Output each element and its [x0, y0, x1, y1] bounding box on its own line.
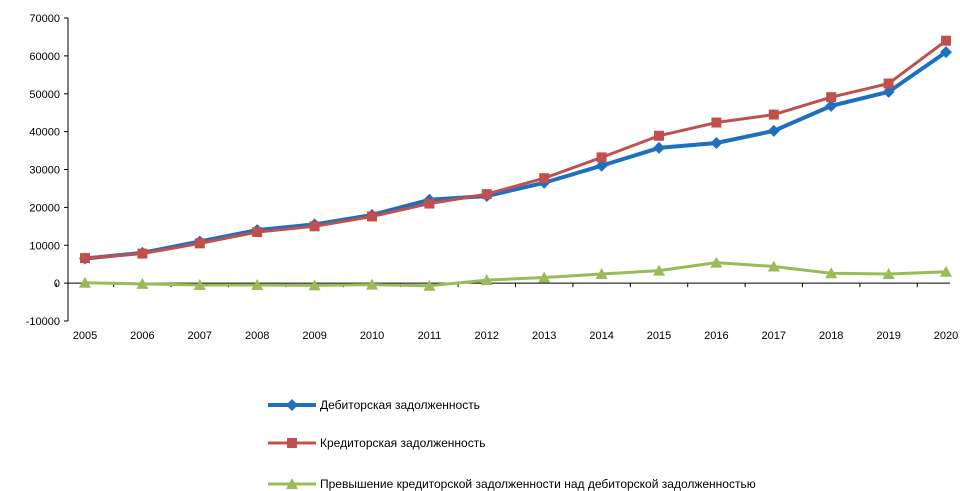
data-point	[940, 46, 952, 59]
series-line	[84, 39, 947, 260]
data-point	[710, 136, 723, 149]
data-point	[826, 92, 837, 103]
data-point	[825, 99, 838, 112]
data-point	[538, 271, 551, 283]
data-point	[539, 173, 550, 184]
legend-label: Превышение кредиторской задолженности на…	[320, 477, 756, 491]
axes	[55, 17, 950, 322]
data-point	[653, 264, 665, 276]
data-point	[480, 274, 493, 286]
data-point	[710, 256, 723, 268]
series-layer	[79, 35, 952, 291]
data-point	[80, 253, 90, 264]
series-line	[84, 261, 947, 288]
legend-label: Дебиторская задолженность	[320, 398, 480, 412]
legend-marker	[286, 478, 298, 489]
x-tick-label: 2010	[360, 330, 384, 342]
data-point	[595, 268, 608, 280]
data-point	[481, 189, 492, 200]
data-point	[941, 35, 951, 46]
x-tick-label: 2017	[762, 330, 786, 342]
data-point	[423, 279, 436, 291]
data-point	[308, 279, 321, 291]
x-tick-label: 2006	[130, 330, 154, 342]
data-point	[309, 221, 320, 232]
y-tick-label: 50000	[29, 89, 60, 101]
data-point	[136, 277, 149, 289]
data-point	[366, 278, 378, 290]
x-tick-label: 2018	[819, 330, 843, 342]
x-tick-label: 2012	[475, 330, 499, 342]
y-tick-label: 30000	[29, 165, 60, 177]
x-tick-label: 2008	[245, 330, 269, 342]
data-point	[424, 198, 435, 209]
data-point	[940, 265, 952, 277]
data-point	[79, 276, 91, 288]
legend-entry-2: Кредиторская задолженность	[268, 436, 485, 450]
x-tick-label: 2019	[876, 330, 900, 342]
data-point	[767, 260, 780, 272]
y-tick-label: 40000	[29, 127, 60, 139]
data-point	[595, 159, 608, 172]
y-tick-label: 20000	[29, 202, 60, 214]
x-tick-labels: 2005 2006 2007 2008 2009 2010 2011 2012 2013 2014…	[73, 330, 958, 342]
x-tick-label: 2011	[418, 330, 442, 342]
series-2	[80, 35, 951, 264]
data-point	[596, 152, 607, 163]
data-point	[883, 78, 894, 89]
data-point	[825, 267, 838, 279]
data-point	[654, 130, 664, 141]
data-point	[252, 226, 263, 237]
legend: Дебиторская задолженность Кредиторская за…	[268, 398, 756, 491]
x-tick-label: 2013	[532, 330, 556, 342]
data-point	[768, 109, 779, 120]
y-tick-labels: -10000 0 10000 20000 30000 40000 50000 60000 700…	[26, 13, 60, 328]
data-point	[194, 238, 205, 249]
data-point	[711, 117, 722, 128]
x-tick-label: 2020	[934, 330, 958, 342]
legend-marker	[286, 399, 298, 411]
x-tick-label: 2015	[647, 330, 671, 342]
x-tick-label: 2005	[73, 330, 97, 342]
x-tick-label: 2014	[589, 330, 613, 342]
y-tick-label: 60000	[29, 51, 60, 63]
y-tick-label: 10000	[29, 240, 60, 252]
legend-label: Кредиторская задолженность	[320, 436, 485, 450]
data-point	[653, 141, 665, 154]
data-point	[251, 279, 264, 291]
legend-marker	[287, 438, 297, 448]
y-tick-label: 70000	[29, 13, 60, 25]
data-point	[882, 85, 895, 98]
series-line	[84, 50, 948, 261]
data-point	[193, 279, 206, 291]
y-tick-label: -10000	[26, 316, 60, 328]
y-tick-label: 0	[54, 278, 60, 290]
data-point	[137, 248, 148, 259]
x-tick-label: 2016	[704, 330, 728, 342]
x-tick-label: 2009	[302, 330, 326, 342]
data-point	[367, 211, 377, 222]
legend-entry-3: Превышение кредиторской задолженности на…	[268, 477, 756, 491]
data-point	[767, 124, 780, 137]
legend-entry-1: Дебиторская задолженность	[268, 398, 480, 412]
series-1	[79, 46, 952, 265]
series-3	[79, 256, 952, 291]
data-point	[882, 268, 895, 280]
x-tick-label: 2007	[188, 330, 212, 342]
